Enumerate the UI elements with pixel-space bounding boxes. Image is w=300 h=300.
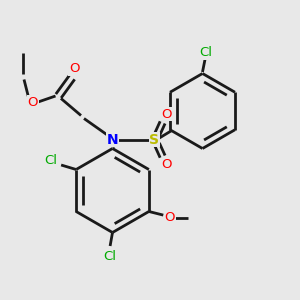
Text: Cl: Cl (44, 154, 57, 167)
Text: Cl: Cl (199, 46, 212, 59)
Text: O: O (161, 158, 172, 172)
Text: Cl: Cl (103, 250, 116, 263)
Text: N: N (107, 133, 118, 146)
Text: O: O (69, 62, 79, 76)
Text: O: O (161, 107, 172, 121)
Text: S: S (149, 133, 160, 146)
Text: O: O (165, 211, 175, 224)
Text: O: O (28, 95, 38, 109)
